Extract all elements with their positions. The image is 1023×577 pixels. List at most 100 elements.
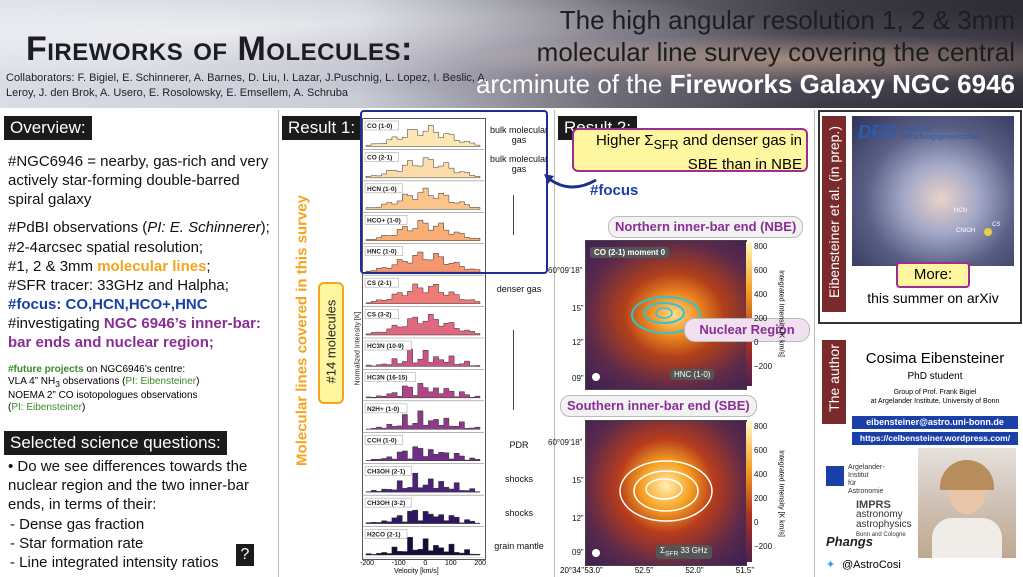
spectrum-label: CO (1-0) xyxy=(367,123,392,130)
overview-p6: #focus: CO,HCN,HCO+,HNC xyxy=(8,296,208,313)
cbar-tick: 600 xyxy=(754,266,768,275)
overview-p1: #NGC6946 = nearby, gas-rich and very act… xyxy=(8,153,269,208)
argelander-logo-icon xyxy=(826,466,844,486)
questions-intro: • Do we see differences towards the nucl… xyxy=(8,458,249,513)
question-item: - Star formation rate xyxy=(10,535,144,552)
dec-tick: 60°09’18” xyxy=(548,438,583,447)
spectrum-label-box xyxy=(364,497,412,508)
result1-ylabel: Normalized Intensity [K] xyxy=(354,311,362,386)
spectrum-label: H2CO (2-1) xyxy=(367,532,401,539)
result2-callout: Higher ΣSFR and denser gas in SBE than i… xyxy=(572,128,808,173)
dec-tick: 09” xyxy=(572,548,584,557)
spectrum-bar xyxy=(365,509,481,524)
future-projects: #future projects on NGC6946’s centre: VL… xyxy=(8,364,200,413)
spectrum-label: CS (3-2) xyxy=(367,312,392,319)
question-item: - Line integrated intensity ratios xyxy=(10,554,219,571)
sbe-map: ΣSFR 33 GHz xyxy=(585,420,747,566)
sbe-colorbar xyxy=(746,422,752,562)
label-grain: grain mantle xyxy=(494,541,544,551)
dec-tick: 15” xyxy=(572,304,584,313)
spectrum-label-box xyxy=(364,529,408,539)
questions-heading: Selected science questions: xyxy=(4,431,227,455)
cbar-tick: 0 xyxy=(754,518,759,527)
poster-subtitle: The high angular resolution 1, 2 & 3mm m… xyxy=(455,4,1015,100)
spectrum-label-box xyxy=(364,120,399,131)
spectrum-bar xyxy=(365,251,481,273)
spectrum-bar xyxy=(365,446,481,461)
focus-label: #focus xyxy=(590,182,639,199)
dec-tick: 12” xyxy=(572,514,584,523)
spectrum-label-box xyxy=(364,246,404,256)
nuclear-region-label: Nuclear Region xyxy=(684,318,810,342)
label-bulk-2: bulk molecular gas xyxy=(489,154,549,174)
spectrum-label: HC3N (10-9) xyxy=(367,343,404,350)
spectrum-label-box xyxy=(364,340,412,351)
cbar-tick: 0 xyxy=(754,338,759,347)
spectrum-bar xyxy=(365,472,481,493)
spectrum-row: CO (2-1) xyxy=(362,152,484,182)
molecule-count-badge: #14 molecules xyxy=(318,282,344,404)
overview-heading: Overview: xyxy=(4,116,92,140)
author-vertical-bar: The author xyxy=(822,340,846,424)
author-website-link[interactable]: https://celbensteiner.wordpress.com/ xyxy=(852,432,1018,445)
subtitle-line-3: arcminute of the Fireworks Galaxy NGC 69… xyxy=(455,68,1015,100)
author-name: Cosima Eibensteiner xyxy=(865,350,1005,367)
cbar-tick: −200 xyxy=(754,542,773,551)
subtitle-line-1: The high angular resolution 1, 2 & 3mm xyxy=(559,5,1015,35)
spectrum-row: HCN (1-0) xyxy=(362,183,484,213)
overview-p7: #investigating NGC 6946’s inner-bar: bar… xyxy=(8,315,261,351)
subtitle-line-2: molecular line survey covering the centr… xyxy=(536,37,1015,67)
velocity-label: Velocity [km/s] xyxy=(394,568,439,575)
spectrum-bar xyxy=(365,125,481,147)
author-photo xyxy=(918,448,1016,558)
spectrum-bar xyxy=(365,348,481,367)
spectrum-row: CO (1-0) xyxy=(362,120,484,150)
phangs-logo: Phangs xyxy=(826,534,873,549)
sfr-legend: ΣSFR 33 GHz xyxy=(656,545,712,559)
spectrum-bar xyxy=(365,410,481,430)
author-role: PhD student xyxy=(907,371,963,382)
spectrum-row: HC3N (16-15) xyxy=(362,372,484,402)
twitter-handle[interactable]: @AstroCosi xyxy=(842,559,901,571)
argelander-text: Argelander- Institut für Astronomie xyxy=(848,464,885,495)
spectrum-label-box xyxy=(364,152,399,162)
galaxy-background-image xyxy=(0,0,1023,108)
result1-vertical-text: Molecular lines covered in this survey xyxy=(293,195,311,466)
cbar-tick: 200 xyxy=(754,314,768,323)
spectrum-label-box xyxy=(364,277,399,288)
label-bulk-1: bulk molecular gas xyxy=(489,125,549,145)
spectrum-bar xyxy=(365,157,481,179)
spectrum-label: HCO+ (1-0) xyxy=(367,217,401,224)
spectrum-row: CH3OH (2-1) xyxy=(362,466,484,496)
question-mark-icon: ? xyxy=(236,544,254,566)
spectrum-row: HNC (1-0) xyxy=(362,246,484,276)
cbar-label: Integrated Intensity [K km/s] xyxy=(777,270,785,357)
divider xyxy=(814,110,815,577)
spectrum-bar xyxy=(365,283,481,304)
subtitle-galaxy: Fireworks Galaxy NGC 6946 xyxy=(669,69,1015,99)
ra-ticks: 20°34’’53.0” 52.5” 52.0” 51.5” xyxy=(560,566,754,575)
nbe-label: Northern inner-bar end (NBE) xyxy=(608,216,804,238)
sbe-label: Southern inner-bar end (SBE) xyxy=(560,395,757,417)
spectrum-label: CO (2-1) xyxy=(367,154,392,161)
arxiv-card xyxy=(818,110,1022,324)
label-pdr: PDR xyxy=(509,440,529,450)
spectrum-label: CH3OH (3-2) xyxy=(367,500,405,507)
cbar-tick: 200 xyxy=(754,494,768,503)
imprs-logo: IMPRS astronomy astrophysics Bonn and Colog… xyxy=(856,499,912,539)
spectrum-bar xyxy=(365,383,481,399)
focus-box xyxy=(360,110,548,274)
map-title: CO (2-1) moment 0 xyxy=(590,247,670,258)
arrow-line xyxy=(513,195,514,235)
map-marker xyxy=(984,228,992,236)
spectrum-label-box xyxy=(364,403,408,414)
more-button: More: xyxy=(896,262,970,288)
spectrum-row: CS (3-2) xyxy=(362,309,484,339)
divider xyxy=(554,110,555,577)
spectrum-bar xyxy=(365,537,481,556)
author-email[interactable]: eibensteiner@astro.uni-bonn.de xyxy=(852,416,1018,429)
dfg-logo: DFG xyxy=(858,122,896,142)
spectrum-label-box xyxy=(364,215,408,225)
spectrum-label: N2H+ (1-0) xyxy=(367,406,399,413)
cbar-tick: 400 xyxy=(754,290,768,299)
